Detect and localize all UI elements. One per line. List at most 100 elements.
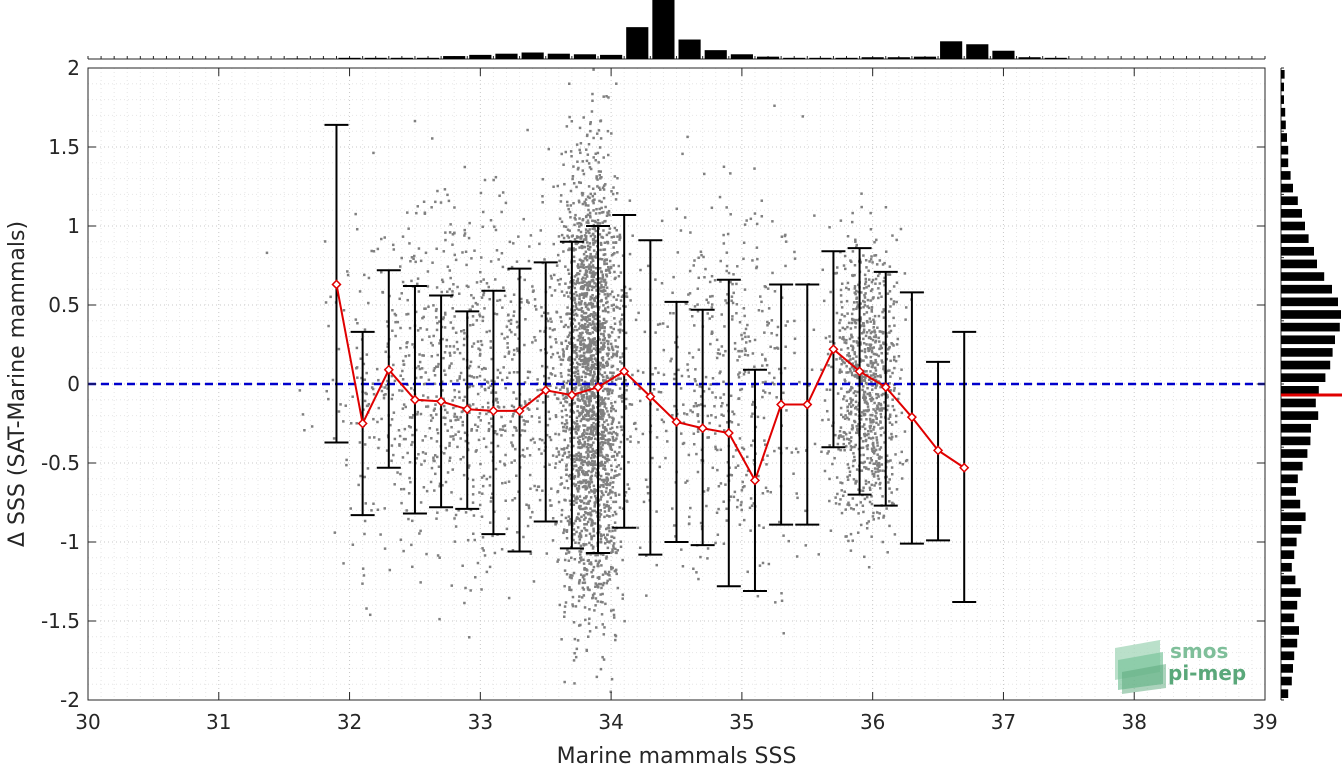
scatter-point: [435, 307, 438, 311]
scatter-point: [579, 181, 583, 185]
scatter-point: [610, 448, 614, 451]
scatter-point: [580, 395, 584, 398]
scatter-point: [707, 436, 711, 439]
scatter-point: [365, 353, 369, 356]
scatter-point: [722, 500, 725, 503]
scatter-point: [634, 318, 638, 322]
scatter-point: [882, 407, 886, 410]
scatter-point: [566, 486, 570, 490]
scatter-point: [581, 460, 584, 464]
scatter-point: [849, 401, 853, 404]
scatter-point: [715, 338, 719, 342]
scatter-point: [861, 388, 864, 392]
scatter-point: [876, 441, 879, 444]
scatter-point: [888, 273, 892, 276]
scatter-point: [629, 440, 632, 443]
scatter-point: [562, 384, 566, 387]
scatter-point: [478, 313, 481, 316]
scatter-point: [581, 202, 585, 206]
scatter-point: [874, 358, 877, 362]
scatter-point: [611, 443, 615, 446]
scatter-point: [851, 211, 854, 215]
scatter-point: [595, 471, 598, 475]
scatter-point: [609, 293, 612, 296]
scatter-point: [592, 286, 595, 289]
scatter-point: [849, 358, 852, 361]
scatter-point: [529, 487, 532, 490]
scatter-point: [614, 491, 617, 495]
scatter-point: [408, 476, 411, 480]
scatter-point: [419, 501, 423, 504]
scatter-point: [562, 429, 565, 433]
scatter-point: [554, 374, 557, 377]
scatter-point: [559, 476, 563, 479]
scatter-point: [862, 254, 865, 257]
scatter-point: [468, 374, 471, 378]
scatter-point: [553, 289, 557, 292]
scatter-point: [702, 390, 706, 393]
scatter-point: [555, 521, 558, 524]
scatter-point: [602, 304, 605, 307]
scatter-point: [576, 394, 580, 397]
scatter-point: [577, 442, 581, 446]
scatter-point: [586, 366, 590, 370]
mean-marker: [540, 385, 551, 396]
scatter-point: [575, 236, 579, 239]
scatter-point: [844, 267, 847, 271]
scatter-point: [568, 454, 571, 457]
scatter-point: [589, 122, 592, 126]
scatter-point: [401, 456, 405, 459]
scatter-point: [407, 227, 410, 230]
scatter-point: [570, 556, 573, 560]
scatter-point: [430, 436, 433, 440]
scatter-point: [497, 258, 500, 261]
scatter-point: [478, 314, 482, 318]
scatter-point: [578, 246, 581, 249]
scatter-point: [851, 357, 855, 360]
scatter-point: [869, 355, 872, 359]
scatter-point: [869, 359, 873, 363]
scatter-point: [587, 622, 591, 625]
scatter-point: [566, 268, 570, 272]
x-tick-label: 39: [1252, 710, 1277, 734]
scatter-point: [554, 415, 558, 419]
scatter-point: [507, 352, 511, 355]
y-tick-label: -1.5: [41, 609, 80, 633]
scatter-point: [594, 239, 597, 243]
scatter-point: [551, 454, 555, 457]
scatter-point: [471, 493, 475, 496]
scatter-point: [496, 368, 500, 372]
scatter-point: [766, 324, 769, 327]
scatter-point: [702, 255, 705, 259]
scatter-point: [481, 225, 484, 229]
scatter-point: [773, 104, 776, 108]
scatter-point: [562, 250, 565, 253]
scatter-point: [855, 365, 858, 368]
scatter-point: [853, 369, 856, 372]
scatter-point: [605, 374, 609, 378]
x-tick-label: 38: [1121, 710, 1146, 734]
scatter-point: [489, 340, 493, 343]
scatter-point: [683, 412, 686, 415]
scatter-point: [392, 411, 396, 414]
scatter-point: [627, 487, 631, 490]
scatter-point: [869, 299, 872, 302]
scatter-point: [859, 302, 862, 305]
scatter-point: [408, 242, 411, 245]
scatter-point: [577, 380, 581, 384]
scatter-point: [523, 429, 527, 433]
scatter-point: [740, 387, 744, 391]
scatter-point: [593, 379, 596, 382]
scatter-point: [418, 532, 421, 535]
scatter-point: [618, 233, 622, 237]
scatter-point: [569, 150, 573, 153]
scatter-point: [606, 129, 610, 133]
scatter-point: [618, 307, 622, 310]
scatter-point: [392, 363, 395, 367]
scatter-point: [582, 358, 585, 362]
scatter-point: [767, 322, 771, 325]
scatter-point: [592, 341, 595, 345]
scatter-point: [573, 366, 576, 369]
scatter-point: [539, 348, 543, 352]
mean-line: [331, 279, 970, 486]
